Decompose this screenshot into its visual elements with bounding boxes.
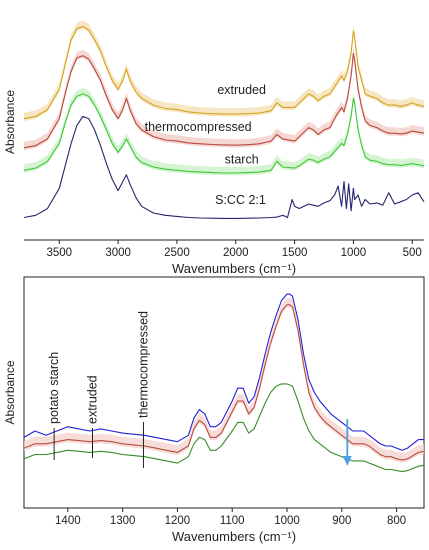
top-annotation-extruded: extruded <box>217 83 266 97</box>
bottom-annotation-thermocompressed: thermocompressed <box>136 311 150 418</box>
top-x-ticks: 3500 3000 2500 2000 1500 1000 500 <box>46 240 422 259</box>
bottom-annotation-extruded: extruded <box>85 375 99 424</box>
top-x-tick-label: 2000 <box>223 247 249 259</box>
bot-x-tick-label: 900 <box>332 515 351 527</box>
bottom-arrow <box>342 419 352 466</box>
top-x-tick-label: 3000 <box>105 247 131 259</box>
top-x-tick-label: 500 <box>403 247 422 259</box>
top-series-line-s-cc-2-1 <box>23 115 425 219</box>
top-x-tick-label: 3500 <box>46 247 72 259</box>
bottom-panel: potato starch extruded thermocompressed 14… <box>3 276 425 544</box>
bot-x-tick-label: 1100 <box>220 515 245 527</box>
top-x-tick-label: 2500 <box>164 247 190 259</box>
bot-x-tick-label: 1400 <box>55 515 81 527</box>
bottom-x-ticks: 1400 1300 1200 1100 1000 900 800 <box>55 508 406 527</box>
top-series-band-extruded <box>24 20 424 121</box>
top-x-axis-label: Wavenumbers (cm⁻¹) <box>172 261 296 276</box>
bot-x-tick-label: 800 <box>387 515 406 527</box>
top-annotation-starch: starch <box>225 153 259 167</box>
bottom-y-axis-label: Absorbance <box>3 360 17 424</box>
top-annotation-s-cc-2-1: S:CC 2:1 <box>215 193 266 207</box>
top-x-tick-label: 1000 <box>341 247 367 259</box>
bot-x-tick-label: 1300 <box>110 515 136 527</box>
top-series-band-starch <box>24 87 424 176</box>
top-series-group <box>23 20 425 219</box>
bottom-annotations: potato starch extruded thermocompressed <box>47 311 150 468</box>
top-x-tick-label: 1500 <box>282 247 308 259</box>
bot-x-tick-label: 1000 <box>274 515 300 527</box>
top-series-line-starch <box>23 93 425 174</box>
bottom-annotation-potato-starch: potato starch <box>47 352 61 424</box>
bottom-plot-frame <box>23 276 425 509</box>
top-annotations: extruded thermocompressed starch S:CC 2:1 <box>145 83 266 207</box>
top-panel: extruded thermocompressed starch S:CC 2:1 3… <box>3 20 425 276</box>
bottom-series-group <box>23 293 425 473</box>
bottom-arrow-head <box>342 456 352 466</box>
bot-series-line-green <box>23 383 425 473</box>
bot-series-band-red <box>24 297 424 463</box>
bot-series-line-blue <box>23 293 424 451</box>
top-series-band-thermocompressed <box>24 47 424 151</box>
top-series-line-extruded <box>23 25 425 120</box>
top-series-line-thermocompressed <box>23 52 425 149</box>
bottom-x-axis-label: Wavenumbers (cm⁻¹) <box>172 529 296 544</box>
bot-x-tick-label: 1200 <box>165 515 191 527</box>
top-annotation-thermocompressed: thermocompressed <box>145 120 252 134</box>
bot-series-line-red <box>23 304 425 461</box>
top-y-axis-label: Absorbance <box>3 90 17 154</box>
